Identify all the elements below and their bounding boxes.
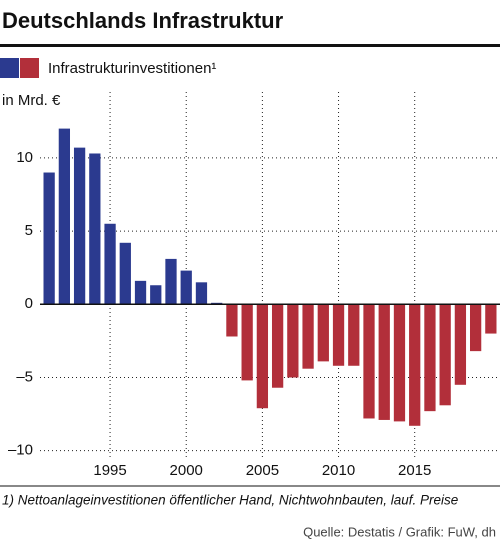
bar <box>150 285 162 305</box>
bar <box>287 304 299 378</box>
bar <box>271 304 284 388</box>
footnote: 1) Nettoanlageinvestitionen öffentlicher… <box>2 493 458 508</box>
bar <box>119 242 131 305</box>
bar <box>317 304 329 362</box>
bar <box>256 304 269 409</box>
bar <box>89 153 101 305</box>
bar <box>226 304 238 337</box>
bar <box>43 172 55 305</box>
bar <box>180 270 192 305</box>
bar <box>302 304 314 369</box>
y-axis-label: in Mrd. € <box>2 92 61 109</box>
x-tick-label: 2000 <box>170 462 203 479</box>
bar <box>104 223 116 305</box>
bar <box>363 304 375 419</box>
bar <box>134 280 147 305</box>
chart-title: Deutschlands Infrastruktur <box>2 8 284 33</box>
y-tick-label: 10 <box>16 149 33 166</box>
bar <box>348 304 360 366</box>
bar <box>195 282 208 305</box>
x-tick-label: 2015 <box>398 462 431 479</box>
bar <box>393 304 406 422</box>
x-tick-label: 2010 <box>322 462 355 479</box>
bar <box>409 304 421 426</box>
bar <box>469 304 482 352</box>
y-tick-label: 5 <box>25 222 33 239</box>
source: Quelle: Destatis / Grafik: FuW, dh <box>303 524 496 539</box>
y-tick-label: –10 <box>8 442 33 459</box>
bar <box>165 258 177 305</box>
legend-swatch-positive <box>0 58 19 78</box>
y-tick-label: –5 <box>16 368 33 385</box>
bar <box>332 304 345 366</box>
bar <box>58 128 71 305</box>
x-tick-label: 2005 <box>246 462 279 479</box>
bar <box>73 147 86 305</box>
y-tick-label: 0 <box>25 295 33 312</box>
legend-label: Infrastrukturinvestitionen¹ <box>48 60 216 77</box>
x-tick-label: 1995 <box>93 462 126 479</box>
bar <box>439 304 451 406</box>
bar <box>485 304 497 334</box>
bar <box>241 304 253 381</box>
legend-swatch-negative <box>20 58 39 78</box>
bar <box>454 304 467 385</box>
bar <box>378 304 390 420</box>
title-rule <box>0 44 500 47</box>
bar <box>424 304 436 412</box>
